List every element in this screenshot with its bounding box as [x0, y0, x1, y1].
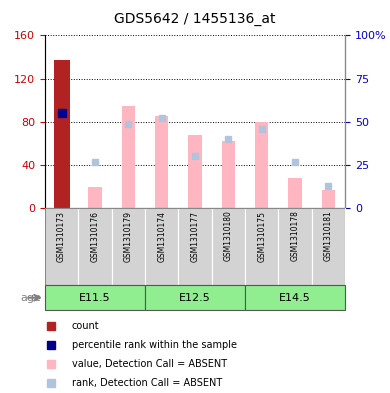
Text: age: age	[20, 293, 41, 303]
Text: GSM1310174: GSM1310174	[157, 211, 166, 262]
Bar	[78, 208, 112, 285]
Text: percentile rank within the sample: percentile rank within the sample	[72, 340, 237, 350]
Text: GSM1310175: GSM1310175	[257, 211, 266, 262]
Text: E12.5: E12.5	[179, 293, 211, 303]
Text: GSM1310177: GSM1310177	[190, 211, 200, 262]
Bar	[53, 60, 69, 208]
Bar	[212, 208, 245, 285]
Text: count: count	[72, 321, 99, 331]
Bar	[88, 187, 101, 208]
Text: GSM1310179: GSM1310179	[124, 211, 133, 262]
Bar	[222, 141, 235, 208]
Text: GSM1310178: GSM1310178	[291, 211, 300, 261]
Text: E11.5: E11.5	[79, 293, 111, 303]
Bar	[178, 208, 212, 285]
Bar	[112, 208, 145, 285]
Bar	[289, 178, 302, 208]
Text: rank, Detection Call = ABSENT: rank, Detection Call = ABSENT	[72, 378, 222, 388]
Bar	[155, 116, 168, 208]
Bar	[45, 285, 145, 310]
Bar	[188, 135, 202, 208]
Text: value, Detection Call = ABSENT: value, Detection Call = ABSENT	[72, 359, 227, 369]
Bar	[145, 208, 178, 285]
Text: GSM1310180: GSM1310180	[224, 211, 233, 261]
Text: GSM1310176: GSM1310176	[90, 211, 99, 262]
Bar	[312, 208, 345, 285]
Bar	[245, 285, 345, 310]
Text: E14.5: E14.5	[279, 293, 311, 303]
Bar	[122, 106, 135, 208]
Text: GSM1310173: GSM1310173	[57, 211, 66, 262]
Bar	[45, 208, 78, 285]
Bar	[245, 208, 278, 285]
Text: GDS5642 / 1455136_at: GDS5642 / 1455136_at	[114, 12, 276, 26]
Bar	[278, 208, 312, 285]
Bar	[255, 122, 268, 208]
Bar	[322, 190, 335, 208]
Bar	[145, 285, 245, 310]
Text: GSM1310181: GSM1310181	[324, 211, 333, 261]
